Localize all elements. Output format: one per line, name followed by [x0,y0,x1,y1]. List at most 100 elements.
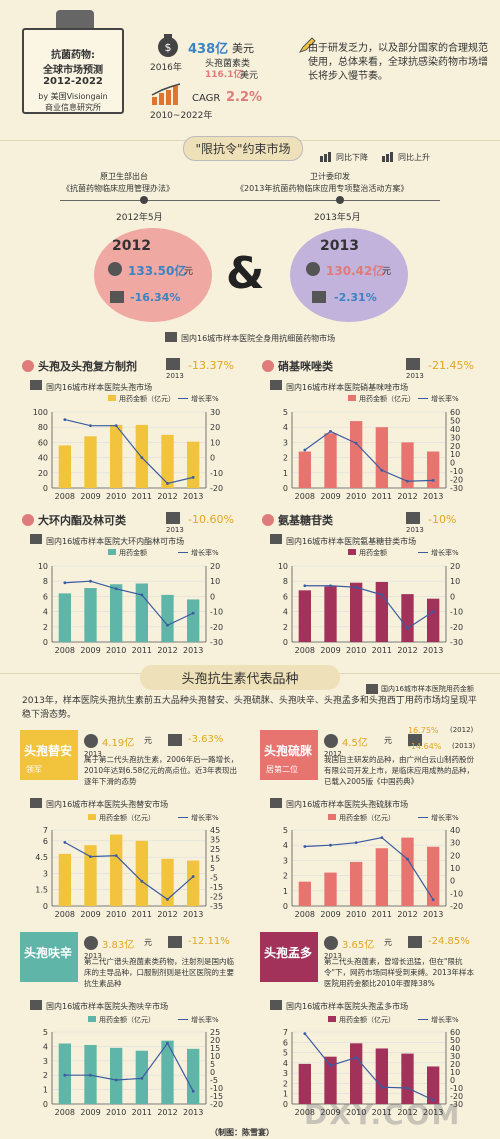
growth-point [140,593,144,597]
y2-tick-label: 30 [450,433,460,442]
y-tick-label: 0 [283,902,288,911]
bar [187,1048,200,1104]
x-tick-label: 2013 [423,910,443,919]
bar [401,837,414,906]
drug-chart-subtitle: 国内16城市样本医院头孢孟多市场 [286,1002,409,1011]
hospital-icon [30,1000,42,1010]
growth-point [431,898,435,902]
y2-tick-label: -10 [450,1084,463,1093]
growth-line [64,580,194,627]
drug-badge [20,932,78,982]
x-tick-label: 2010 [106,1108,126,1117]
y2-tick-label: 20 [210,562,220,571]
x-tick-label: 2011 [372,646,392,655]
section-title-restriction: "限抗令"约束市场 [183,136,303,161]
bubble-2013-change: -2.31% [334,291,377,304]
trend-down-icon [110,291,124,303]
money-bag-icon [108,262,122,276]
y2-tick-label: -20 [450,623,463,632]
policy1-date: 2012年5月 [116,213,163,223]
stat-sub-value: 116.1亿 [205,70,243,80]
y-tick-label: 4.5 [35,853,48,862]
bar [350,582,363,642]
drug-change: -3.63% [188,734,224,745]
panel-year: 2013 [166,372,184,380]
bar [58,593,71,642]
x-tick-label: 2011 [372,492,392,501]
growth-point [114,1078,118,1082]
growth-point [89,424,92,428]
y-tick-label: 60 [38,438,48,447]
legend-swatch-bar [88,814,96,820]
policy2-org: 卫计委印发 [310,172,350,181]
y2-tick-label: 0 [450,592,455,601]
bar [427,598,440,642]
pill-icon [262,514,274,526]
y2-tick-label: 15 [210,855,220,864]
panel-subtitle: 国内16城市样本医院氨基糖苷类市场 [286,537,417,546]
report-period: 2012-2022 [43,76,103,87]
drug-change: -12.11% [188,936,230,947]
y-tick-label: 4 [283,608,288,617]
legend-bar-label: 用药金额（亿元） [99,1016,155,1024]
cagr-period: 2010~2022年 [150,111,213,121]
stat-value: 438亿 [188,42,229,57]
x-tick-label: 2009 [320,492,340,501]
growth-line [304,585,434,630]
bubble-2012-unit: 元 [184,267,194,277]
y2-tick-label: -35 [210,902,223,911]
growth-point [380,593,384,597]
growth-line [64,419,194,485]
trend-up-icon [382,152,393,162]
y-tick-label: 1 [283,469,288,478]
money-bag-icon [84,936,98,950]
trend-down-icon [166,512,180,524]
growth-point [166,897,169,901]
money-bag-icon [324,936,338,950]
pill-icon [262,360,274,372]
y-tick-label: 100 [33,408,48,417]
y2-tick-label: 0 [450,459,455,468]
bar [135,840,148,906]
y-tick-label: 2 [283,623,288,632]
y2-tick-label: -20 [210,623,223,632]
y2-tick-label: 10 [450,864,460,873]
bubble-2012-change: -16.34% [130,291,181,304]
y-tick-label: 0 [283,1100,288,1109]
legend-line-label: 增长率% [191,395,219,403]
panel-year: 2013 [406,372,424,380]
legend-line-label: 增长率% [191,1016,219,1024]
growth-point [191,875,195,878]
bar [350,421,363,488]
y2-tick-label: -20 [450,1092,463,1101]
panel-title: 氨基糖苷类 [278,514,333,527]
hospital-icon [165,332,177,342]
bar [298,451,311,488]
growth-point [166,482,169,485]
legend-bar-label: 用药金额（亿元） [99,814,155,822]
y2-tick-label: 10 [450,1068,460,1077]
header-note: 由于研发乏力，以及部分国家的合理规范使用，总体来看，全球抗感染药物市场增长将步入… [308,43,488,82]
y2-tick-label: 30 [210,408,220,417]
y2-tick-label: -10 [450,467,463,476]
drug-chart-1: 0 1 2 3 4 5 -20 -10 0 10 20 30 40 2008 2009 2010 2011 201… [283,826,463,919]
y-tick-label: 6 [283,1038,288,1047]
drug-badge [260,932,318,982]
drug-tag: 领军 [26,765,42,774]
y-tick-label: 5 [283,408,288,417]
y-tick-label: 2 [283,872,288,881]
hospital-icon [30,798,42,808]
drug-unit: 元 [144,736,152,745]
legend-line-label: 增长率% [431,1016,459,1024]
y2-tick-label: 60 [450,1028,460,1037]
trend-down-icon [166,358,180,370]
x-tick-label: 2008 [295,492,315,501]
drug-name: 头孢硫脒 [264,744,313,758]
y2-tick-label: 10 [210,1052,220,1061]
hospital-icon [270,1000,282,1010]
x-tick-label: 2008 [55,492,75,501]
money-bag-icon [306,262,320,276]
growth-point [406,479,409,483]
